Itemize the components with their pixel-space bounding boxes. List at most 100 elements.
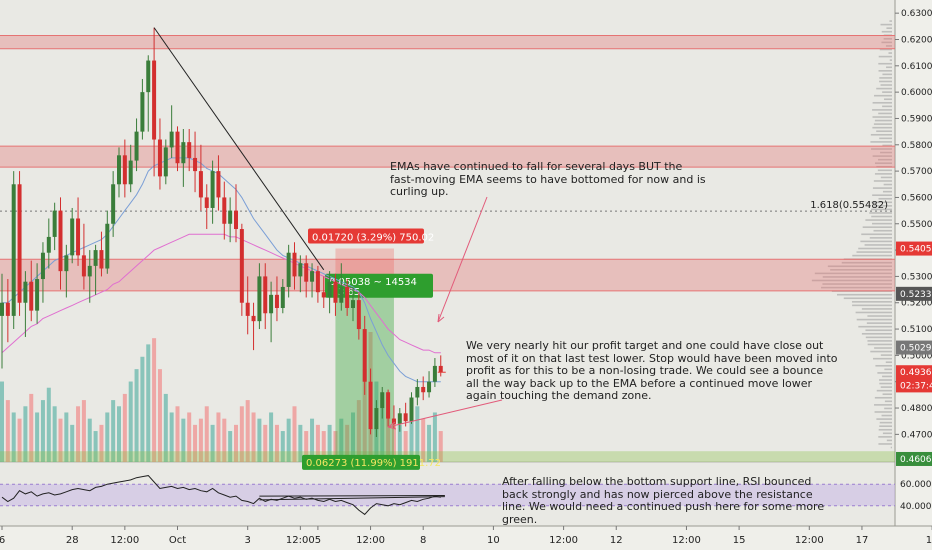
volume-bar [169, 412, 174, 462]
candle-body [40, 252, 45, 280]
volume-bar [163, 393, 168, 462]
candle-body [146, 60, 151, 93]
candle-body [263, 276, 268, 314]
volume-profile-bar [878, 428, 892, 431]
time-tick-label: 28 [66, 535, 79, 546]
volume-profile-bar [878, 158, 892, 161]
candle-body [292, 252, 297, 277]
volume-profile-bar [867, 315, 892, 317]
candle-body [234, 210, 238, 230]
volume-bar [386, 412, 391, 462]
time-axis[interactable]: 6 28 12:00 Oct 3 12:00 5 12:00 8 10 12:00 12 12:00 15… [0, 526, 932, 546]
volume-profile-bar [871, 148, 892, 150]
volume-profile-bar [870, 133, 892, 136]
candle-body [345, 286, 350, 308]
volume-profile-bar [872, 101, 892, 104]
volume-profile-bar [884, 368, 892, 371]
volume-profile-bar [884, 400, 892, 403]
volume-profile-bar [860, 240, 892, 243]
volume-bar [0, 381, 4, 462]
volume-profile-bar [878, 197, 892, 200]
volume-profile-bar [879, 80, 892, 83]
time-tick-label: 8 [420, 535, 426, 546]
volume-profile-bar [861, 332, 892, 335]
volume-bar [87, 418, 92, 462]
candle-body [409, 397, 414, 422]
volume-bar [122, 393, 127, 462]
volume-profile-bar [872, 187, 892, 189]
volume-bar [292, 406, 297, 462]
rsi-band [0, 484, 895, 506]
volume-profile-bar [879, 421, 892, 424]
volume-bars [0, 332, 443, 462]
volume-bar [105, 412, 110, 462]
resistance-zone [0, 35, 895, 49]
volume-profile-bar [880, 354, 892, 356]
candle-body [0, 302, 4, 316]
volume-profile-bar [872, 116, 892, 118]
volume-profile-bar [878, 70, 892, 72]
candle-body [269, 294, 274, 314]
volume-bar [64, 412, 69, 462]
candle-body [216, 171, 221, 198]
volume-profile-bar [876, 87, 892, 90]
volume-profile-bar [882, 73, 892, 76]
candle-body [117, 155, 121, 185]
volume-bar [29, 393, 34, 462]
annotation-arrow-head [437, 313, 445, 323]
candle-body [380, 392, 385, 409]
trend-line [153, 27, 325, 271]
price-label-box [896, 451, 932, 466]
volume-bar [210, 424, 215, 462]
volume-profile-bar [879, 425, 892, 427]
candle-body [251, 315, 256, 322]
volume-profile-bar [852, 304, 892, 307]
volume-profile-bar [851, 301, 892, 303]
volume-profile-bar [872, 109, 892, 111]
volume-profile-bar [880, 23, 892, 26]
candle-body [403, 413, 408, 422]
candle-body [76, 218, 81, 256]
rsi-line [1, 475, 441, 516]
candle-body [81, 255, 86, 277]
volume-bar [438, 431, 443, 462]
volume-profile-bar [811, 279, 892, 282]
candle-body [181, 142, 186, 164]
volume-profile-bar [881, 41, 892, 44]
volume-bar [146, 344, 151, 462]
volume-bar [403, 431, 408, 462]
volume-profile-bar [880, 84, 892, 86]
volume-bar [157, 369, 162, 462]
volume-bar [333, 431, 338, 462]
volume-profile-bar [879, 48, 892, 51]
volume-profile-bar [882, 393, 892, 396]
volume-profile-bar [865, 219, 892, 221]
volume-bar [93, 431, 98, 462]
ema-lines [1, 157, 441, 383]
resistance-zone [0, 259, 895, 291]
drawings[interactable] [153, 27, 503, 430]
price-label-box [896, 378, 932, 393]
entry-label-top: 0.05038 ~ 14534 [329, 277, 417, 288]
volume-bar [321, 431, 326, 462]
volume-profile-bar [878, 62, 892, 65]
volume-profile-bar [872, 126, 892, 129]
time-tick-label: 12:00 [110, 535, 139, 546]
volume-bar [351, 412, 355, 462]
volume-profile-bar [873, 123, 892, 125]
volume-profile-bar [886, 27, 892, 29]
volume-profile-bar [879, 137, 892, 140]
time-tick-label: 19 [926, 535, 932, 546]
candle-body [333, 281, 338, 303]
volume-profile-bar [882, 91, 892, 93]
volume-profile-bar [821, 286, 892, 289]
price-label: 0.50297 [900, 344, 932, 354]
time-tick-label: 12:00 [356, 535, 385, 546]
candle-body [339, 286, 344, 303]
